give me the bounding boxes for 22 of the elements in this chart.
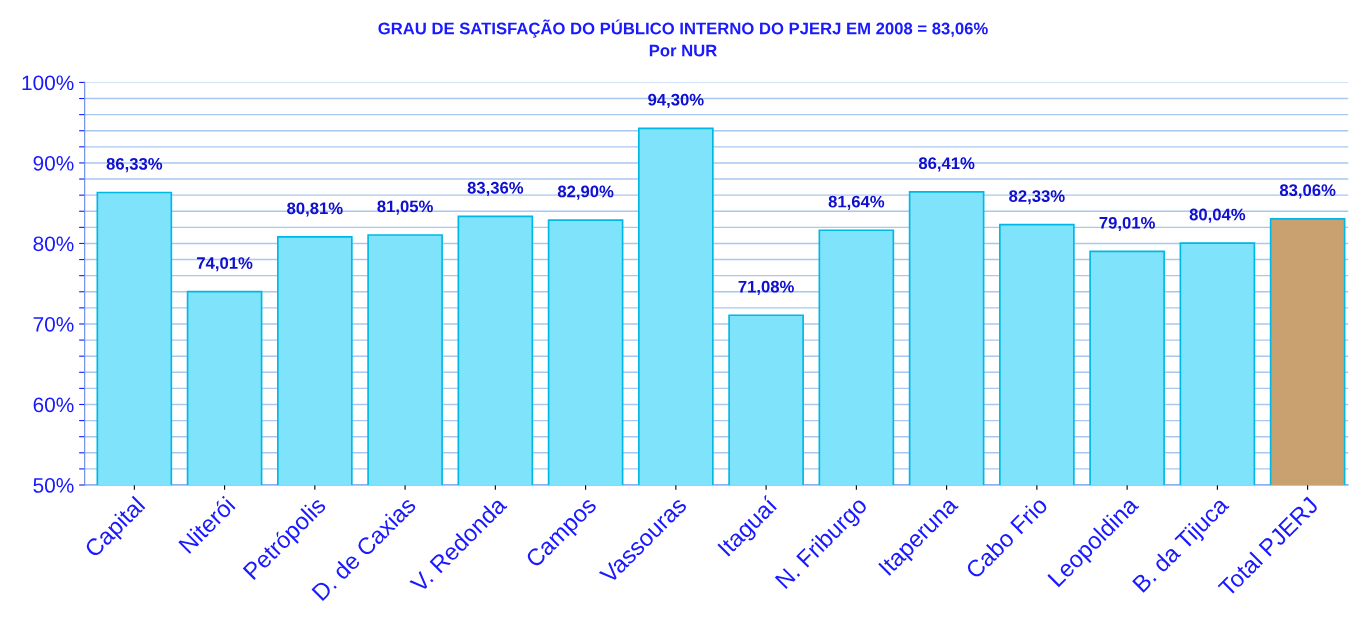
data-label: 71,08% xyxy=(738,280,794,295)
y-tick-label: 80% xyxy=(33,236,74,252)
chart-title: GRAU DE SATISFAÇÃO DO PÚBLICO INTERNO DO PJERJ EM 2008 = 83,06% xyxy=(378,19,988,38)
data-label: 86,41% xyxy=(918,157,975,172)
data-label: 74,01% xyxy=(197,257,253,272)
y-tick-label: 90% xyxy=(33,155,74,171)
y-tick-label: 60% xyxy=(33,397,74,413)
data-label: 94,30% xyxy=(648,93,704,108)
data-label: 81,64% xyxy=(828,195,885,210)
y-tick-label: 100% xyxy=(22,75,74,91)
data-label: 81,05% xyxy=(377,200,433,215)
data-label: 80,81% xyxy=(287,202,343,217)
data-label: 79,01% xyxy=(1099,216,1155,232)
y-tick-label: 70% xyxy=(33,316,74,332)
data-label: 83,36% xyxy=(467,181,524,197)
chart-subtitle: Por NUR xyxy=(649,44,717,57)
data-label: 83,06% xyxy=(1279,184,1336,199)
data-label: 86,33% xyxy=(106,157,163,173)
data-label: 80,04% xyxy=(1189,208,1246,223)
data-label: 82,90% xyxy=(557,185,614,200)
data-label: 82,33% xyxy=(1009,190,1065,205)
y-tick-label: 50% xyxy=(33,478,74,493)
